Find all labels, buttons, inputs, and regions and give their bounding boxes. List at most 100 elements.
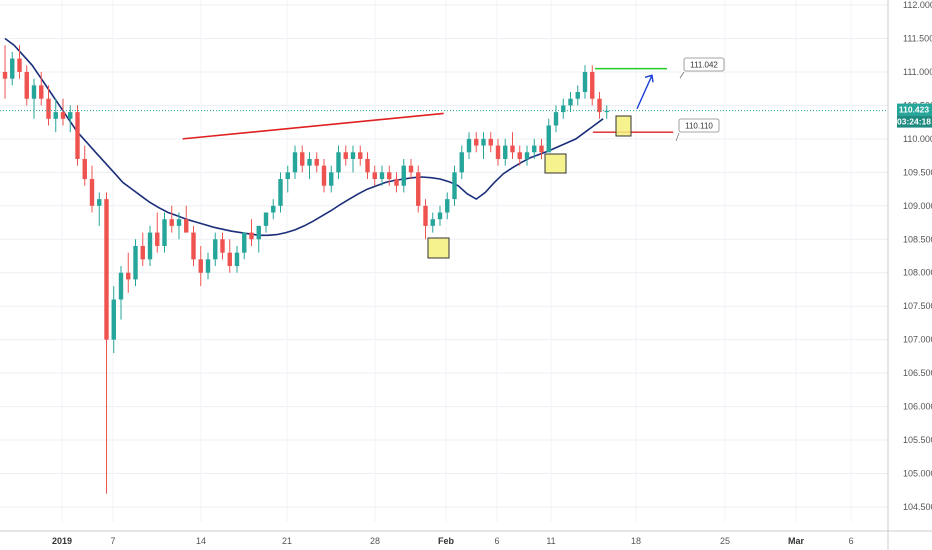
candle-body [53,112,58,119]
candle-body [242,232,247,253]
time-tick-label: 18 [631,536,641,546]
price-tick-label: 112.000 [903,0,932,10]
candle-body [256,225,261,240]
time-tick-label: 6 [494,536,499,546]
candle-body [82,158,87,180]
countdown-value: 03:24:18 [897,117,931,127]
time-tick-label: 2019 [52,536,72,546]
candle-body [140,245,145,260]
current-price-value: 110.423 [899,105,930,115]
price-tick-label: 105.500 [903,435,932,445]
candle-body [568,98,573,106]
price-tick-label: 106.000 [903,402,932,412]
candle-body [575,92,580,99]
candle-body [46,98,51,119]
candle-body [263,212,269,226]
price-tick-label: 110.000 [903,134,932,144]
candle-body [546,125,551,153]
time-tick-label: 28 [370,536,380,546]
candle-body [517,152,522,159]
candle-body [176,219,182,226]
price-tick-label: 107.000 [903,335,932,345]
candle-body [220,239,225,253]
candle-body [249,232,254,240]
candle-body [466,138,472,153]
drawings-layer: 111.042 110.110 [0,57,888,259]
price-tick-label: 107.500 [903,301,932,311]
candle-body [481,138,486,146]
candle-body [285,172,290,180]
candle-body [416,172,421,206]
candle-body [495,145,501,159]
candle-body [147,232,153,260]
price-callout: 111.042 [679,57,725,79]
time-axis[interactable]: 2019 7 14 21 28 Feb 6 11 18 25 Mar 6 [0,530,932,546]
time-tick-label: 14 [196,536,206,546]
candle-body [365,158,370,173]
time-tick-label: 25 [720,536,730,546]
candle-body [75,112,80,159]
candle-body [234,252,240,267]
candle-body [524,152,530,159]
resistance-trendline [182,112,444,140]
countdown-badge [897,115,932,128]
candle-body [372,172,377,180]
candle-body [10,58,15,79]
callout-label: 111.042 [690,61,718,70]
candle-body [408,165,414,173]
candle-body [539,145,544,153]
time-tick-label: Feb [438,536,455,546]
highlight-box [544,153,567,174]
callout-box [678,118,720,133]
candle-body [300,152,305,166]
candle-body [350,152,356,159]
price-axis[interactable]: 112.000111.500111.000110.500110.000109.5… [887,0,932,550]
candle-body [597,98,602,113]
price-tick-label: 109.500 [903,167,932,177]
candle-body [271,205,276,213]
candle-body [387,172,392,180]
candle-body [198,259,203,273]
candle-body [278,179,283,206]
price-callout: 110.110 [675,118,720,142]
candle-body [329,172,334,186]
price-tick-label: 105.000 [903,469,932,479]
candle-body [118,272,124,300]
time-tick-label: Mar [788,536,805,546]
candle-body [532,145,537,153]
upward-arrow-head [644,74,654,83]
candle-body [39,85,44,99]
price-tick-label: 111.500 [903,34,932,44]
candle-body [227,252,232,267]
candle-body [184,219,189,233]
candle-body [213,239,218,260]
candle-body [126,272,131,280]
candle-body [394,179,399,186]
candle-body [510,145,515,153]
time-tick-label: 7 [110,536,115,546]
callout-label: 110.110 [685,122,713,131]
time-tick-label: 21 [282,536,292,546]
current-price-badge [897,103,932,116]
candle-body [314,158,319,166]
candle-body [358,152,363,159]
candle-body [205,259,211,273]
price-tick-label: 109.000 [903,201,932,211]
moving-average-layer [4,37,604,237]
time-tick-label: 11 [546,536,555,546]
candle-body [292,152,298,173]
moving-average-line [4,37,604,237]
candle-body [17,58,22,72]
candle-body [2,71,8,79]
highlight-box [615,115,632,137]
price-tick-label: 111.000 [903,67,932,77]
callout-pointer [675,132,680,142]
price-tick-label: 108.000 [903,268,932,278]
candle-body [111,299,116,340]
candle-body [336,152,341,173]
upward-arrow-shaft [636,75,653,110]
candle-body [488,138,493,146]
candle-body [321,165,327,186]
